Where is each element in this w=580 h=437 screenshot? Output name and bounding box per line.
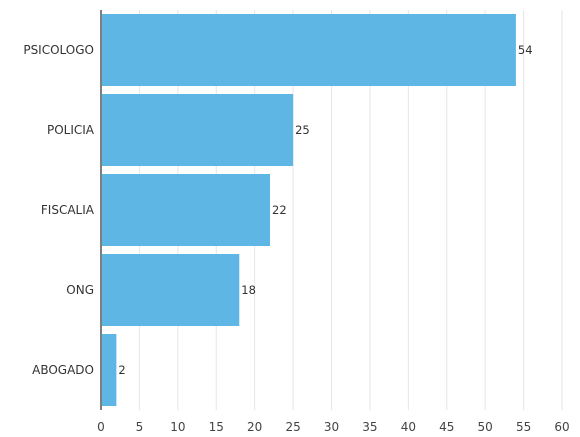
- x-tick-label-55: 55: [516, 420, 531, 434]
- x-tick-label-40: 40: [401, 420, 416, 434]
- category-label-fiscalia: FISCALIA: [41, 203, 95, 217]
- bars: [102, 14, 516, 406]
- labels: 0 5 10 15 20 25 30 35 40 45 50 55 60 PSICOLOGO 54 POLIC…: [23, 43, 569, 434]
- x-tick-label-60: 60: [554, 420, 569, 434]
- data-label-ong: 18: [241, 283, 256, 297]
- data-label-policia: 25: [295, 123, 310, 137]
- x-tick-label-35: 35: [362, 420, 377, 434]
- category-label-policia: POLICIA: [47, 123, 95, 137]
- x-tick-label-5: 5: [136, 420, 144, 434]
- data-label-psicologo: 54: [518, 43, 533, 57]
- data-label-abogado: 2: [118, 363, 125, 377]
- x-tick-label-0: 0: [97, 420, 105, 434]
- x-tick-label-45: 45: [439, 420, 454, 434]
- x-tick-label-20: 20: [247, 420, 262, 434]
- x-tick-label-30: 30: [324, 420, 339, 434]
- x-tick-label-25: 25: [285, 420, 300, 434]
- category-label-psicologo: PSICOLOGO: [23, 43, 94, 57]
- x-tick-label-15: 15: [209, 420, 224, 434]
- x-tick-label-10: 10: [170, 420, 185, 434]
- bar-fiscalia: [102, 174, 271, 246]
- bar-ong: [102, 254, 240, 326]
- category-label-ong: ONG: [66, 283, 94, 297]
- bar-policia: [102, 94, 294, 166]
- data-label-fiscalia: 22: [272, 203, 287, 217]
- bar-abogado: [102, 334, 117, 406]
- bar-psicologo: [102, 14, 516, 86]
- category-label-abogado: ABOGADO: [32, 363, 94, 377]
- x-tick-label-50: 50: [478, 420, 493, 434]
